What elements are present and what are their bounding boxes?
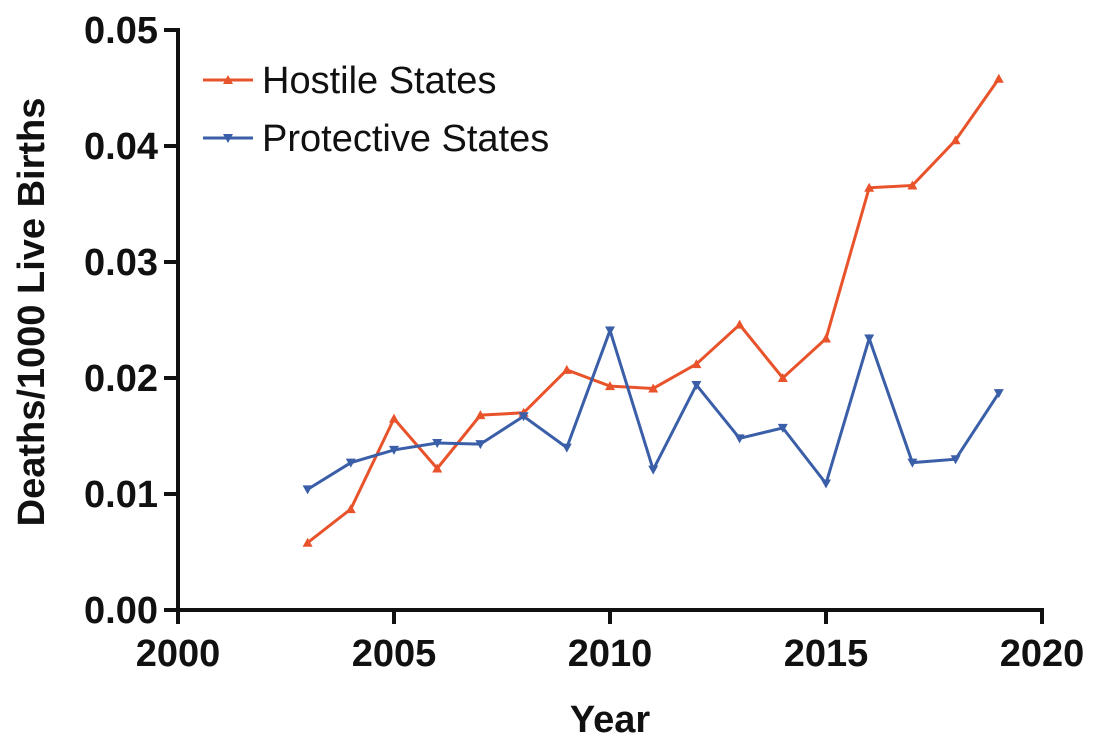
data-point bbox=[993, 73, 1004, 83]
data-point bbox=[777, 373, 788, 382]
y-ticks: 0.00 0.01 0.02 0.03 0.04 0.05 bbox=[84, 10, 178, 632]
series-hostile-states bbox=[302, 73, 1004, 547]
y-axis-title: Deaths/1000 Live Births bbox=[11, 98, 53, 527]
x-tick-label: 2015 bbox=[784, 633, 869, 675]
legend-label: Hostile States bbox=[262, 60, 496, 102]
series-line bbox=[306, 325, 1001, 491]
data-point bbox=[821, 479, 831, 489]
x-tick-label: 2005 bbox=[352, 633, 437, 675]
y-tick-label: 0.05 bbox=[84, 10, 158, 52]
data-point bbox=[345, 458, 356, 468]
data-point bbox=[777, 423, 788, 433]
x-ticks: 2000 2005 2010 2015 2020 bbox=[136, 610, 1085, 675]
data-point bbox=[907, 458, 918, 468]
data-point bbox=[950, 455, 961, 465]
data-point bbox=[821, 333, 831, 343]
legend-swatch-marker bbox=[223, 75, 233, 84]
data-point bbox=[993, 389, 1004, 399]
data-point bbox=[432, 438, 443, 448]
legend-swatch-marker bbox=[223, 134, 233, 143]
data-point bbox=[389, 413, 399, 423]
data-point bbox=[389, 445, 399, 455]
legend-label: Protective States bbox=[262, 118, 549, 160]
data-point bbox=[345, 504, 356, 514]
data-point bbox=[864, 182, 875, 192]
y-tick-label: 0.02 bbox=[84, 358, 158, 400]
data-point bbox=[475, 440, 486, 450]
data-point bbox=[302, 537, 313, 547]
axes bbox=[176, 28, 1044, 612]
x-tick-label: 2020 bbox=[1000, 633, 1085, 675]
series-protective-states bbox=[302, 325, 1004, 495]
data-point bbox=[907, 180, 918, 190]
data-point bbox=[302, 485, 313, 495]
legend-item: Protective States bbox=[203, 118, 549, 160]
data-point bbox=[432, 463, 443, 473]
data-point bbox=[475, 410, 486, 420]
data-point bbox=[561, 443, 572, 453]
legend-item: Hostile States bbox=[203, 60, 496, 102]
data-point bbox=[518, 412, 529, 422]
x-axis-title: Year bbox=[570, 699, 651, 737]
data-point bbox=[950, 135, 961, 145]
data-point bbox=[734, 319, 745, 329]
data-point bbox=[605, 326, 615, 336]
x-tick-label: 2010 bbox=[568, 633, 653, 675]
data-point bbox=[648, 383, 659, 393]
data-point bbox=[691, 359, 702, 369]
data-point bbox=[648, 465, 659, 475]
data-point bbox=[864, 334, 875, 344]
y-tick-label: 0.04 bbox=[84, 126, 158, 168]
data-point bbox=[605, 381, 615, 391]
y-tick-label: 0.01 bbox=[84, 474, 158, 516]
data-point bbox=[561, 364, 572, 374]
y-tick-label: 0.03 bbox=[84, 242, 158, 284]
series-layer bbox=[302, 73, 1004, 547]
y-tick-label: 0.00 bbox=[84, 590, 158, 632]
x-tick-label: 2000 bbox=[136, 633, 221, 675]
legend: Hostile States Protective States bbox=[203, 60, 549, 160]
data-point bbox=[691, 380, 702, 390]
data-point bbox=[734, 434, 745, 444]
